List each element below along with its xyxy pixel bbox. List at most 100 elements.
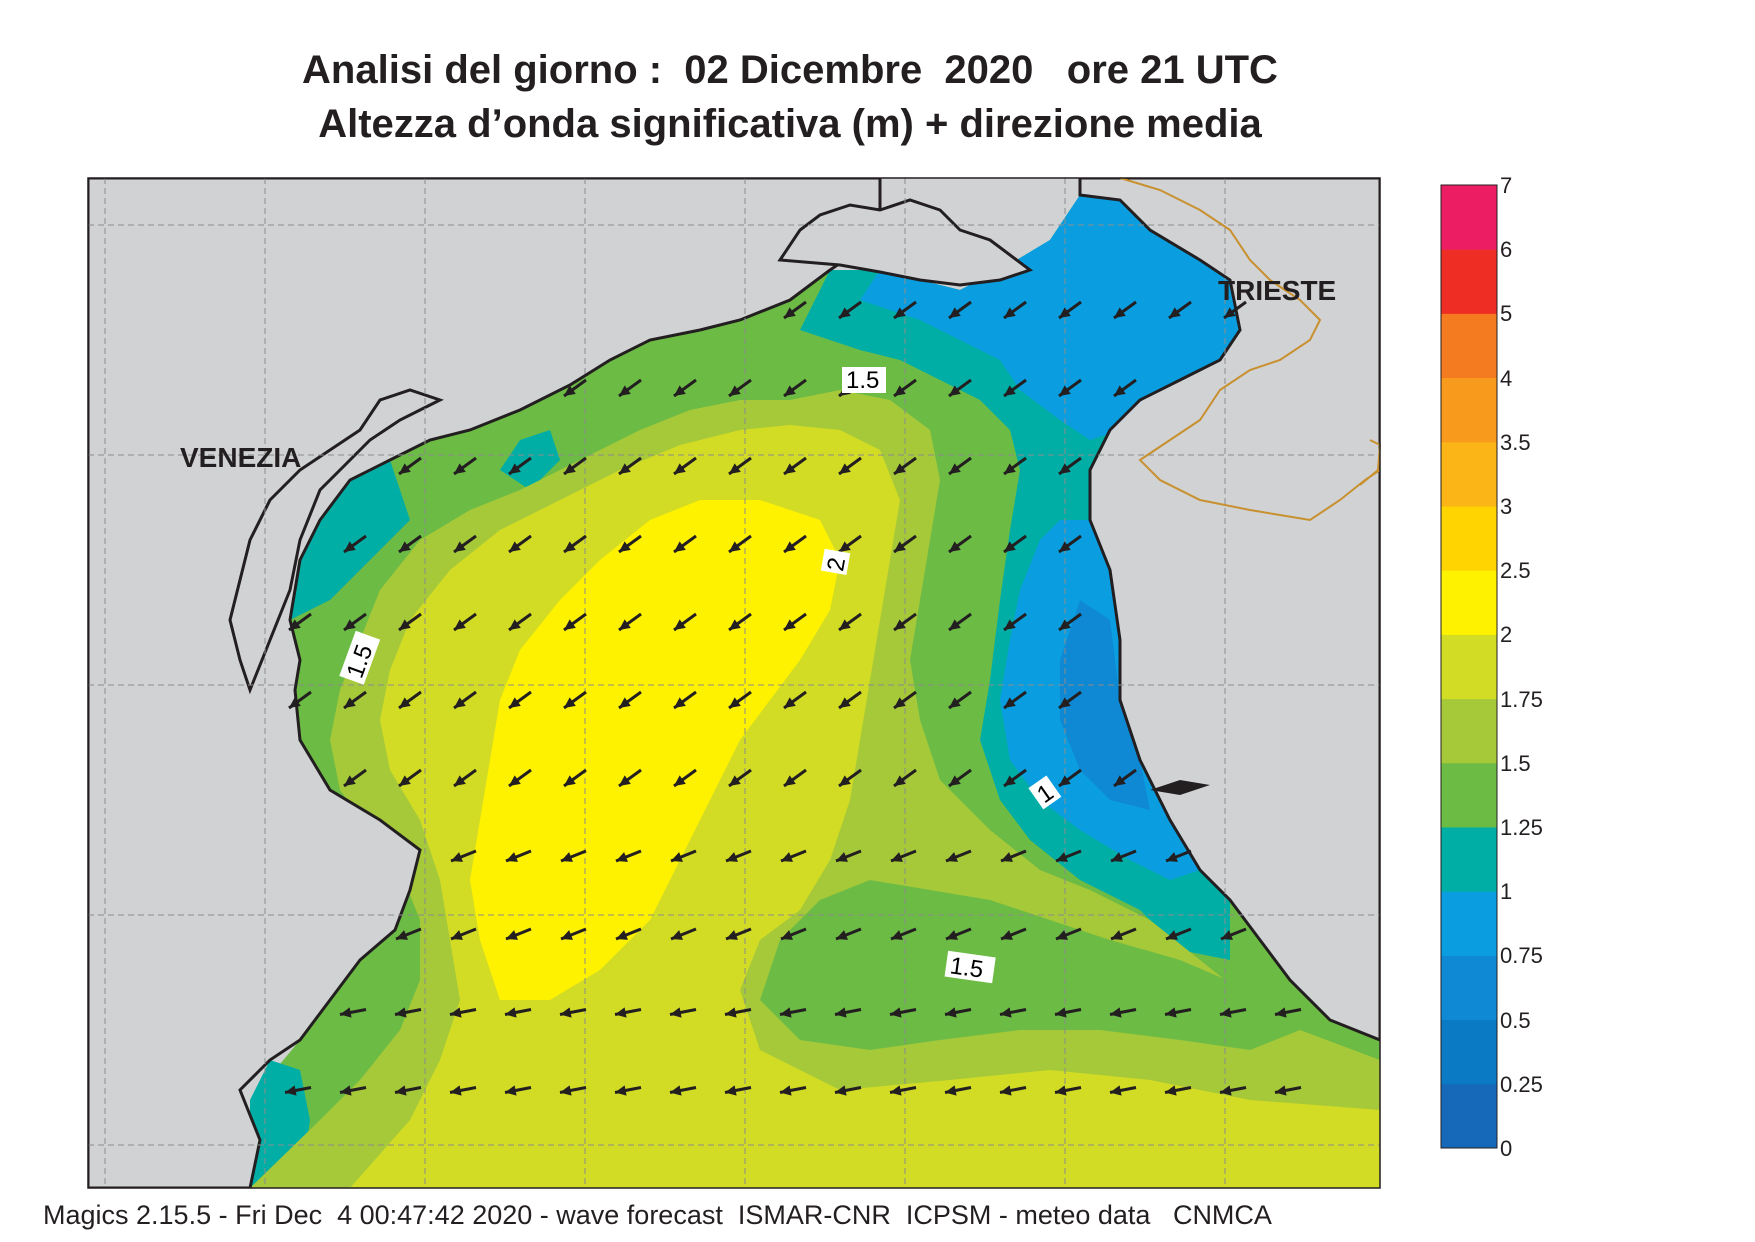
colorbar-bin <box>1441 377 1497 443</box>
wave-direction-arrows <box>284 300 1302 1096</box>
wave-direction-arrow <box>728 456 752 476</box>
national-border-south <box>1359 439 1382 486</box>
wave-direction-arrow <box>835 927 862 941</box>
wave-direction-arrow <box>453 690 477 710</box>
wave-direction-arrow <box>948 378 972 398</box>
wave-direction-arrow <box>559 1085 587 1096</box>
wave-direction-arrow <box>343 768 367 788</box>
wave-direction-arrow <box>450 849 477 863</box>
wave-direction-arrow <box>1055 927 1082 941</box>
wave-direction-arrow <box>398 690 422 710</box>
colorbar-bin <box>1441 891 1497 956</box>
wave-direction-arrow <box>783 534 807 554</box>
wave-direction-arrow <box>893 378 917 398</box>
wave-direction-arrow <box>948 612 972 632</box>
wave-direction-arrow <box>944 1085 972 1096</box>
wave-direction-arrow <box>1003 690 1027 710</box>
wave-direction-arrow <box>779 1007 807 1018</box>
wave-direction-arrow <box>669 1007 697 1018</box>
wave-direction-arrow <box>1003 378 1027 398</box>
wave-direction-arrow <box>728 768 752 788</box>
wave-direction-arrow <box>559 1007 587 1018</box>
wave-direction-arrow <box>893 534 917 554</box>
wave-direction-arrow <box>728 534 752 554</box>
wave-direction-arrow <box>563 612 587 632</box>
wave-direction-arrow <box>948 768 972 788</box>
wave-direction-arrow <box>398 456 422 476</box>
wave-direction-arrow <box>1058 534 1082 554</box>
wave-direction-arrow <box>1220 927 1247 941</box>
wave-direction-arrow <box>893 300 917 320</box>
colorbar-bin <box>1441 1083 1497 1149</box>
wave-direction-arrow <box>450 927 477 941</box>
wave-direction-arrow <box>893 612 917 632</box>
wave-direction-arrow <box>1000 927 1027 941</box>
colorbar-bin <box>1441 1019 1497 1085</box>
contour-2-2.5 <box>470 500 840 1000</box>
svg-text:1.5: 1.5 <box>846 367 879 394</box>
wave-direction-arrow <box>673 456 697 476</box>
colorbar-tick-label: 3.5 <box>1500 429 1531 455</box>
colorbar-tick-label: 4 <box>1500 365 1513 391</box>
wave-direction-arrow <box>1223 300 1247 320</box>
colorbar-bin <box>1441 827 1497 892</box>
wave-direction-arrow <box>398 612 422 632</box>
wave-direction-arrow <box>615 849 642 863</box>
wave-direction-arrow <box>508 534 532 554</box>
contour-1-1.25-venezia <box>290 460 410 620</box>
wave-direction-arrow <box>1058 690 1082 710</box>
wave-direction-arrow <box>944 1007 972 1018</box>
wave-direction-arrow <box>343 612 367 632</box>
colorbar-tick-label: 0.5 <box>1500 1007 1531 1033</box>
wave-direction-arrow <box>1168 300 1192 320</box>
wave-direction-arrow <box>563 690 587 710</box>
wave-direction-arrow <box>780 849 807 863</box>
wave-direction-arrow <box>945 927 972 941</box>
wave-direction-arrow <box>1219 1007 1247 1018</box>
footer-credits: Magics 2.15.5 - Fri Dec 4 00:47:42 2020 … <box>43 1200 1272 1230</box>
wave-direction-arrow <box>1164 1085 1192 1096</box>
colorbar-tick-label: 5 <box>1500 301 1513 327</box>
wave-direction-arrow <box>449 1085 477 1096</box>
wave-direction-arrow <box>563 534 587 554</box>
wave-direction-arrow <box>838 768 862 788</box>
wave-direction-arrow <box>728 612 752 632</box>
wave-direction-arrow <box>288 612 312 632</box>
wave-direction-arrow <box>673 378 697 398</box>
wave-direction-arrow <box>999 1007 1027 1018</box>
wave-direction-arrow <box>1058 378 1082 398</box>
wave-direction-arrow <box>1000 849 1027 863</box>
colorbar-tick-label: 1.5 <box>1500 750 1531 776</box>
wave-direction-arrow <box>783 690 807 710</box>
wave-direction-arrow <box>1058 612 1082 632</box>
colorbar-tick-label: 1 <box>1500 879 1513 905</box>
wave-direction-arrow <box>563 456 587 476</box>
wave-direction-arrow <box>890 849 917 863</box>
wave-direction-arrow <box>1003 612 1027 632</box>
city-label-trieste: TRIESTE <box>1218 275 1336 306</box>
wave-direction-arrow <box>560 849 587 863</box>
wave-direction-arrow <box>890 927 917 941</box>
colorbar-bin <box>1441 570 1497 635</box>
wave-direction-arrow <box>728 378 752 398</box>
wave-direction-arrow <box>673 768 697 788</box>
wave-direction-arrow <box>563 378 587 398</box>
wave-direction-arrow <box>1113 300 1137 320</box>
wave-direction-arrow <box>1058 456 1082 476</box>
wave-direction-arrow <box>948 300 972 320</box>
colorbar-tick-label: 1.75 <box>1500 686 1543 712</box>
wave-direction-arrow <box>834 1007 862 1018</box>
wave-direction-arrow <box>1274 1085 1302 1096</box>
colorbar-tick-label: 7 <box>1500 173 1513 198</box>
national-border <box>1119 177 1381 522</box>
wave-direction-arrow <box>783 612 807 632</box>
wave-direction-arrow <box>1219 1085 1247 1096</box>
wave-direction-arrow <box>1003 456 1027 476</box>
wave-direction-arrow <box>724 1085 752 1096</box>
wave-direction-arrow <box>838 534 862 554</box>
wave-direction-arrow <box>670 927 697 941</box>
wave-direction-arrow <box>838 612 862 632</box>
wave-direction-arrow <box>618 768 642 788</box>
wave-direction-arrow <box>453 534 477 554</box>
wave-direction-arrow <box>505 927 532 941</box>
